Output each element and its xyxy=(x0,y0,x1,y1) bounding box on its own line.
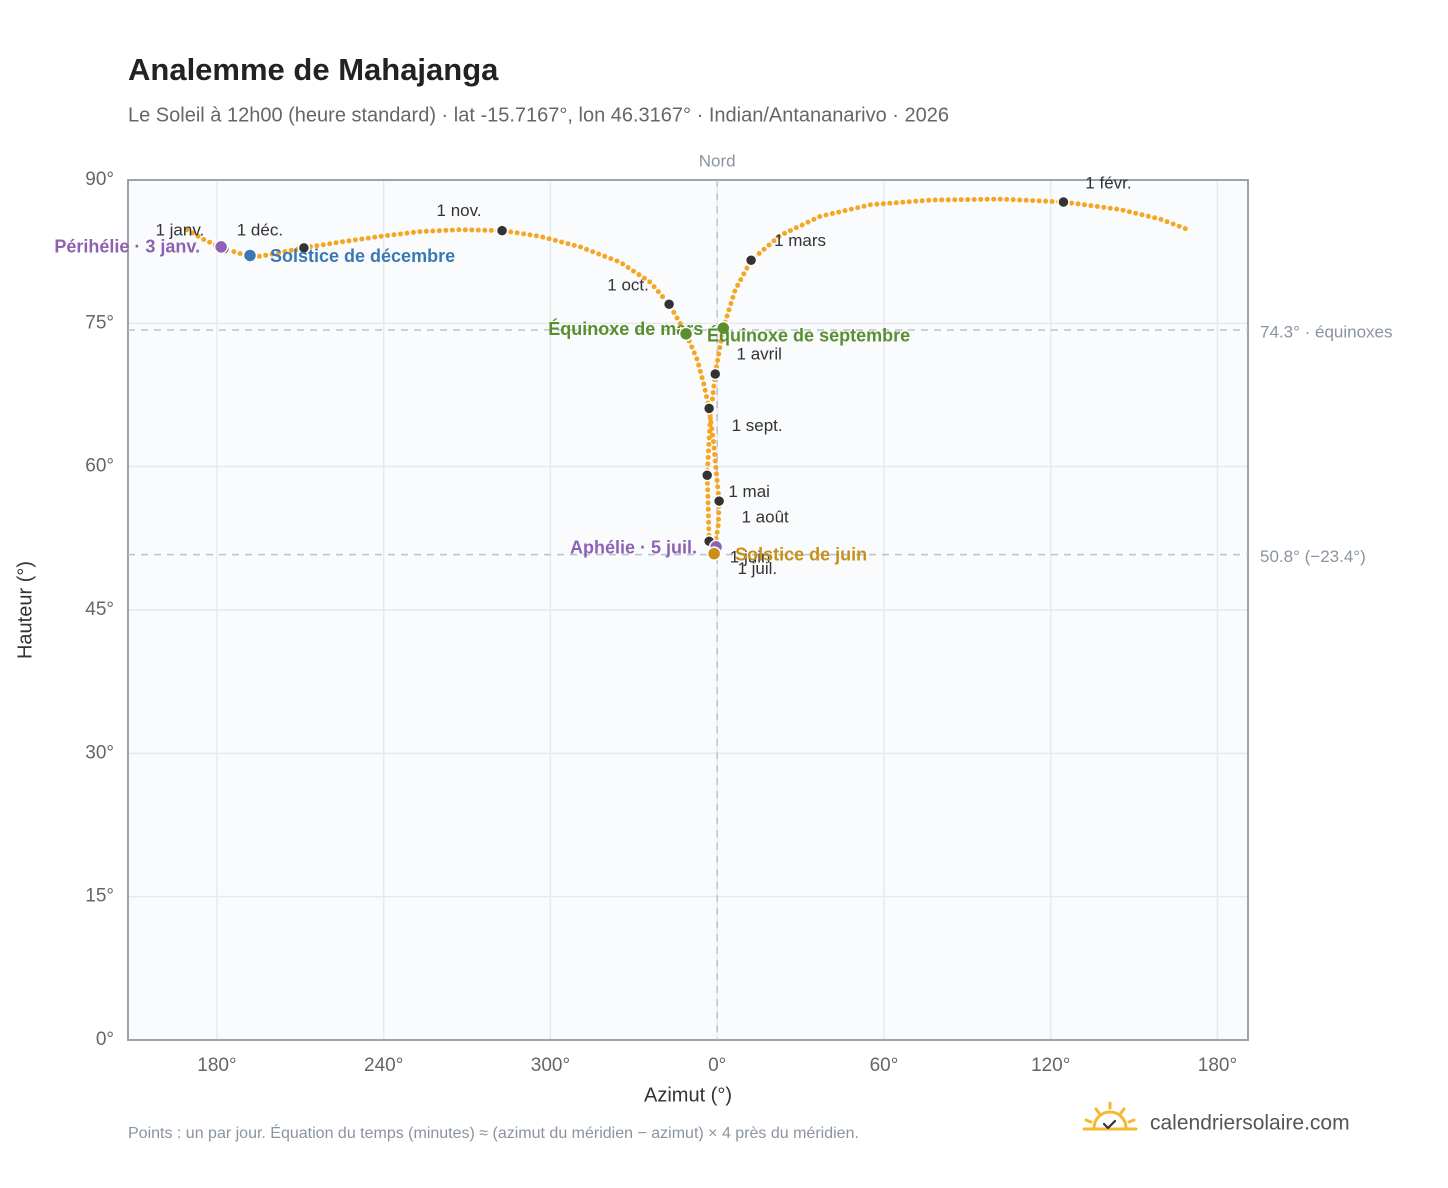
month-label: 1 sept. xyxy=(732,416,783,435)
month-label: 1 oct. xyxy=(607,276,649,295)
event-marker xyxy=(213,239,229,255)
x-tick-label: 60° xyxy=(870,1055,899,1076)
y-axis-title: Hauteur (°) xyxy=(14,561,36,659)
month-marker xyxy=(702,402,716,415)
reference-label: 74.3° · équinoxes xyxy=(1260,323,1393,342)
x-tick-label: 300° xyxy=(531,1055,570,1076)
event-marker xyxy=(706,546,722,561)
month-label: 1 nov. xyxy=(437,201,482,220)
y-tick-label: 90° xyxy=(85,169,114,190)
x-axis-title: Azimut (°) xyxy=(644,1084,732,1106)
analemma-curve xyxy=(184,196,1191,561)
month-label: 1 janv. xyxy=(155,220,204,239)
reference-label: Nord xyxy=(699,151,736,170)
month-label: 1 déc. xyxy=(237,220,283,239)
y-tick-label: 30° xyxy=(85,742,114,763)
month-marker xyxy=(700,469,714,482)
month-label: 1 juin xyxy=(730,548,771,567)
x-tick-label: 180° xyxy=(197,1055,236,1076)
month-marker xyxy=(662,297,676,311)
chart-subtitle: Le Soleil à 12h00 (heure standard) · lat… xyxy=(128,104,949,126)
x-tick-label: 180° xyxy=(1198,1055,1237,1076)
y-tick-label: 75° xyxy=(85,312,114,333)
month-label: 1 avril xyxy=(737,344,782,363)
footnote: Points : un par jour. Équation du temps … xyxy=(128,1123,859,1142)
month-marker xyxy=(744,254,758,267)
month-label: 1 août xyxy=(741,508,789,527)
reference-label: 50.8° (−23.4°) xyxy=(1260,547,1366,566)
event-label: Équinoxe de septembre xyxy=(707,325,910,346)
event-label: Solstice de décembre xyxy=(270,246,455,266)
y-tick-label: 15° xyxy=(85,886,114,907)
event-marker xyxy=(242,248,258,263)
brand-name: calendriersolaire.com xyxy=(1150,1112,1350,1135)
month-label: 1 juil. xyxy=(737,559,777,578)
y-tick-label: 45° xyxy=(85,599,114,620)
event-label: Aphélie · 5 juil. xyxy=(570,538,697,558)
brand-logo xyxy=(1082,1101,1138,1131)
x-tick-label: 120° xyxy=(1031,1055,1070,1076)
event-label: Solstice de juin xyxy=(735,544,867,564)
month-label: 1 mai xyxy=(728,482,770,501)
y-tick-label: 60° xyxy=(85,456,114,477)
month-marker xyxy=(712,494,726,508)
month-label: 1 mars xyxy=(774,231,826,250)
event-label: Équinoxe de mars xyxy=(548,318,703,339)
month-marker xyxy=(1057,195,1070,209)
x-tick-label: 0° xyxy=(708,1055,726,1076)
plot-border xyxy=(127,179,1249,1041)
month-marker xyxy=(297,241,311,255)
y-tick-label: 0° xyxy=(96,1029,114,1050)
event-marker xyxy=(716,320,731,336)
month-marker xyxy=(495,224,509,237)
chart-title: Analemme de Mahajanga xyxy=(128,52,499,87)
event-marker xyxy=(678,326,694,342)
event-label: Périhélie · 3 janv. xyxy=(54,237,200,257)
month-label: 1 févr. xyxy=(1085,173,1131,192)
month-marker xyxy=(708,367,722,381)
x-tick-label: 240° xyxy=(364,1055,403,1076)
